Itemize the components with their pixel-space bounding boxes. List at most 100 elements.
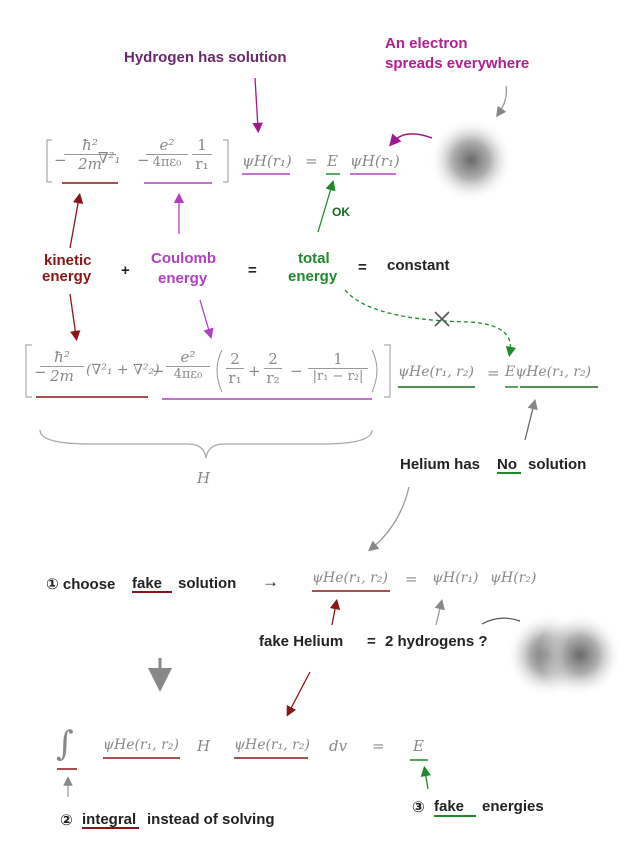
H-label: H: [197, 469, 211, 487]
arrow-cloud-to-psi: [389, 133, 433, 147]
psi-he-fake: ψHe(r₁, r₂): [312, 570, 388, 586]
r2-he: r₂: [264, 368, 282, 387]
step3-prefix: ③: [412, 799, 425, 816]
equals-label-3: =: [367, 633, 376, 650]
two-m-he: 2m: [40, 366, 84, 385]
dv: dv: [329, 737, 348, 755]
ok-label: OK: [332, 205, 350, 219]
equals-h: =: [305, 152, 318, 170]
four-pi-eps: 4πε₀: [146, 154, 188, 170]
arrow-total-to-helium: [344, 289, 517, 358]
step2-integral: integral: [82, 811, 137, 828]
two-m: 2m: [64, 154, 116, 173]
one-he: 1: [333, 350, 343, 368]
psi-he-lhs: ψHe(r₁, r₂): [398, 364, 474, 380]
kinetic-label-line2: energy: [42, 268, 92, 285]
arrow-electron-label: [496, 85, 507, 118]
minus-he: −: [152, 362, 165, 380]
bracket-left-h: [46, 139, 52, 183]
step2-prefix: ②: [60, 812, 73, 829]
step3-suffix: energies: [482, 798, 544, 815]
one: 1: [197, 136, 207, 154]
two-b: 2: [268, 350, 278, 368]
E-psi-he-rhs: EψHe(r₁, r₂): [505, 364, 592, 380]
equals-he: =: [487, 364, 500, 382]
cross-mark: [434, 311, 450, 327]
arrow-step3-up: [420, 765, 431, 790]
psi-he-int-a: ψHe(r₁, r₂): [103, 737, 179, 753]
arrow-hydrogen-to-psi: [252, 77, 263, 134]
step3-fake: fake: [434, 798, 465, 815]
bracket-left-he: [25, 344, 32, 398]
arrow-right: →: [262, 572, 279, 591]
frac-coulomb-h: e² 4πε₀: [146, 136, 188, 170]
arrow-coulomb-down: [199, 299, 214, 339]
arrow-ok-up: [317, 180, 336, 233]
electron-label-line2: spreads everywhere: [385, 55, 530, 72]
helium-label-prefix: Helium has: [400, 456, 481, 473]
arrow-fake-helium-up: [329, 598, 341, 626]
frac-kinetic-h: ħ² 2m: [64, 136, 116, 173]
coulomb-label-line1: Coulomb: [151, 250, 216, 267]
step1-fake: fake: [132, 575, 163, 592]
e-squared-he: e²: [180, 348, 196, 366]
plus-he: +: [248, 362, 261, 380]
arrow-two-hydrogens-up: [434, 598, 445, 626]
frac-two-r2: 2 r₂: [264, 350, 282, 387]
psi-h-r1-right: ψH(r₁): [350, 152, 400, 170]
minus2-he: −: [290, 362, 303, 380]
r1-he: r₁: [226, 368, 244, 387]
r1: r₁: [192, 154, 212, 173]
two-a: 2: [230, 350, 240, 368]
frac-kinetic-he: ħ² 2m: [40, 348, 84, 385]
constant-label: constant: [387, 257, 450, 274]
frac-one-r12: 1 |r₁ − r₂|: [308, 350, 368, 384]
integral-sign: ∫: [56, 724, 74, 764]
helium-cloud-2: [538, 613, 622, 697]
psi-he-int-b: ψHe(r₁, r₂): [234, 737, 310, 753]
psi-h-r1: ψH(r₁): [242, 152, 292, 170]
bracket-right-he: [384, 344, 391, 398]
equals-fake: =: [405, 570, 418, 588]
paren-left-he: [216, 349, 223, 393]
hbar-squared: ħ²: [82, 136, 98, 154]
arrow-helium-to-fake: [367, 486, 410, 552]
two-hydrogens-label: 2 hydrogens ?: [385, 633, 488, 650]
total-label-line2: energy: [288, 268, 338, 285]
plus-label: +: [121, 262, 130, 279]
hydrogen-solution-label: Hydrogen has solution: [124, 49, 287, 66]
bracket-right-h: [223, 139, 229, 183]
electron-label-line1: An electron: [385, 35, 468, 52]
coulomb-label-line2: energy: [158, 270, 208, 287]
H-brace: [39, 429, 373, 459]
psi-h-r2-fake: ψH(r₂): [490, 570, 537, 586]
step1-suffix: solution: [178, 575, 237, 592]
curve-to-clouds: [481, 617, 521, 625]
arrow-kinetic-up: [69, 192, 84, 249]
arrow-fake-to-integral: [286, 671, 311, 717]
frac-coulomb-he: e² 4πε₀: [166, 348, 210, 382]
E-h: E: [327, 152, 338, 170]
step2-suffix: instead of solving: [147, 811, 275, 828]
minus-sign-he: −: [34, 363, 47, 381]
hbar-squared-he: ħ²: [54, 348, 70, 366]
frac-one-r1: 1 r₁: [192, 136, 212, 173]
H-int: H: [197, 737, 211, 755]
electron-cloud: [429, 118, 513, 202]
minus-sign-h: −: [54, 151, 67, 169]
frac-two-r1: 2 r₁: [226, 350, 244, 387]
step1-prefix: ① choose: [46, 576, 116, 593]
arrow-kinetic-down: [69, 293, 81, 342]
fake-helium-label: fake Helium: [259, 633, 344, 650]
equals-int: =: [372, 737, 385, 755]
equals-label-2: =: [358, 259, 367, 276]
arrow-helium-up: [524, 398, 538, 441]
paren-right-he: [371, 349, 378, 393]
total-label-line1: total: [298, 250, 330, 267]
psi-h-r1-fake: ψH(r₁): [432, 570, 479, 586]
nabla-sum: (∇²₁ + ∇²₂): [86, 362, 160, 378]
helium-no: No: [497, 456, 517, 473]
four-pi-eps-he: 4πε₀: [166, 366, 210, 382]
kinetic-label-line1: kinetic: [44, 252, 92, 269]
